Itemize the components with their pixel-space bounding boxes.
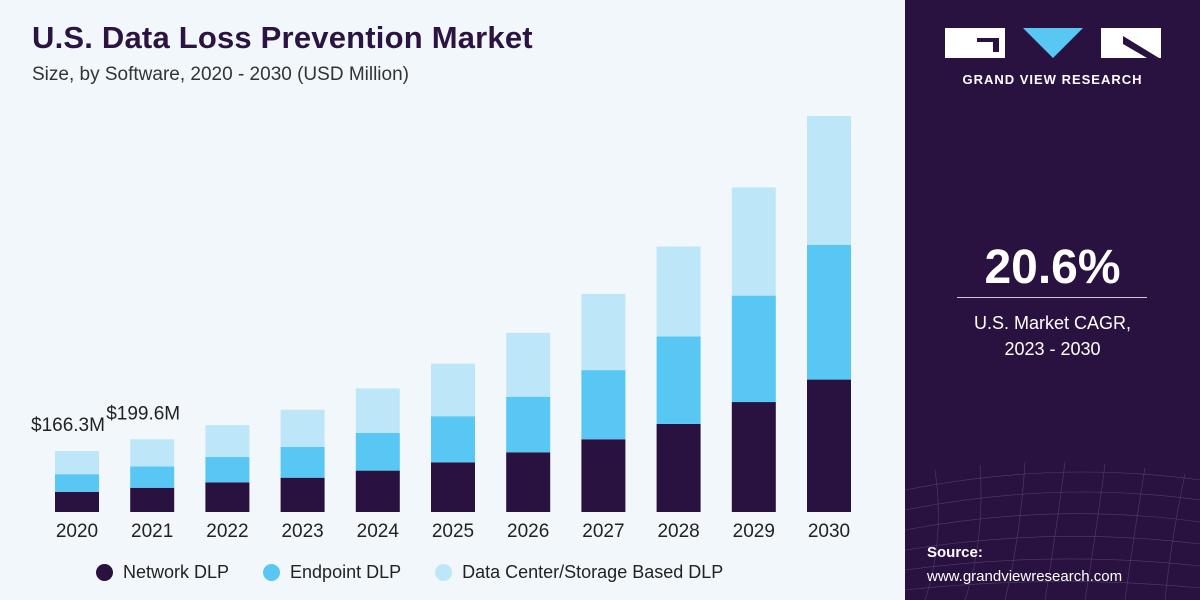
bar-segment-2028-endpoint: [656, 336, 701, 424]
cagr-label-line2: 2023 - 2030: [1004, 339, 1101, 359]
bar-segment-2030-network: [807, 379, 851, 512]
x-tick-label-2027: 2027: [582, 521, 624, 542]
bar-segment-2021-endpoint: [130, 466, 175, 488]
chart-panel: U.S. Data Loss Prevention Market Size, b…: [31, 20, 851, 583]
legend-swatch-network: [96, 564, 113, 581]
legend-item-datacenter: Data Center/Storage Based DLP: [435, 562, 723, 583]
source-link[interactable]: www.grandviewresearch.com: [927, 568, 1123, 585]
cagr-label: U.S. Market CAGR, 2023 - 2030: [905, 310, 1200, 362]
bar-segment-2022-datacenter: [205, 425, 250, 458]
bar-segment-2026-datacenter: [506, 332, 551, 397]
bar-segment-2027-network: [581, 439, 626, 512]
bar-segment-2025-datacenter: [431, 363, 475, 417]
bar-segment-2022-network: [205, 482, 250, 512]
bar-segment-2023-endpoint: [280, 446, 325, 478]
bar-segment-2027-datacenter: [581, 293, 626, 371]
bar-segment-2021-network: [130, 487, 175, 512]
bar-segment-2020-endpoint: [55, 474, 99, 492]
legend-label-datacenter: Data Center/Storage Based DLP: [462, 562, 724, 582]
bar-segment-2023-datacenter: [280, 409, 325, 447]
bar-segment-2024-network: [355, 470, 400, 512]
bar-segment-2023-network: [280, 477, 325, 512]
legend-item-network: Network DLP: [96, 562, 229, 583]
data-label-2021: $199.6M: [106, 403, 180, 424]
grand-view-research-logo: [945, 28, 1161, 58]
legend-swatch-endpoint: [263, 564, 281, 581]
bar-segment-2024-datacenter: [355, 388, 400, 433]
chart-subtitle: Size, by Software, 2020 - 2030 (USD Mill…: [32, 64, 409, 85]
bar-segment-2030-endpoint: [807, 244, 851, 380]
legend-item-endpoint: Endpoint DLP: [263, 562, 401, 583]
bar-segment-2025-network: [431, 462, 475, 512]
bar-segment-2020-datacenter: [55, 451, 99, 475]
legend-label-endpoint: Endpoint DLP: [290, 562, 402, 582]
x-tick-label-2030: 2030: [808, 521, 850, 542]
legend-swatch-datacenter: [435, 564, 453, 581]
bar-segment-2030-datacenter: [807, 115, 851, 245]
bar-segment-2022-endpoint: [205, 457, 250, 483]
grid-decoration: [905, 461, 1200, 600]
x-tick-label-2020: 2020: [56, 521, 98, 542]
cagr-value: 20.6%: [984, 241, 1121, 294]
bar-segment-2027-endpoint: [581, 370, 626, 440]
brand-name: GRAND VIEW RESEARCH: [962, 72, 1143, 87]
cagr-divider: [957, 297, 1147, 298]
chart-legend: Network DLP Endpoint DLP Data Center/Sto…: [96, 562, 757, 583]
source-label: Source:: [927, 544, 983, 561]
bar-segment-2025-endpoint: [431, 416, 475, 463]
x-tick-label-2025: 2025: [432, 521, 474, 542]
x-tick-label-2028: 2028: [657, 521, 699, 542]
bar-segment-2029-network: [731, 402, 776, 512]
chart-title: U.S. Data Loss Prevention Market: [32, 20, 533, 55]
legend-label-network: Network DLP: [123, 562, 230, 582]
bar-segment-2021-datacenter: [130, 439, 175, 467]
bar-segment-2020-network: [55, 491, 99, 512]
bar-segment-2029-datacenter: [731, 187, 776, 296]
x-tick-label-2023: 2023: [281, 521, 323, 542]
x-tick-label-2022: 2022: [206, 521, 248, 542]
bar-segment-2026-endpoint: [506, 396, 551, 453]
data-label-2020: $166.3M: [31, 415, 105, 436]
bar-segment-2028-datacenter: [656, 246, 701, 337]
stacked-bar-chart: 2020 2021 2022 2023 2024 2025 2026 2027 2028 2029…: [31, 115, 851, 542]
bar-segment-2028-network: [656, 423, 701, 512]
cagr-label-line1: U.S. Market CAGR,: [973, 313, 1132, 333]
bar-segment-2024-endpoint: [355, 432, 400, 471]
x-tick-label-2024: 2024: [357, 521, 400, 542]
x-tick-label-2029: 2029: [733, 521, 775, 542]
info-sidebar: GRAND VIEW RESEARCH 20.6% U.S. Market CA…: [905, 0, 1200, 600]
x-tick-label-2026: 2026: [507, 521, 549, 542]
bar-segment-2026-network: [506, 452, 551, 512]
bar-segment-2029-endpoint: [731, 295, 776, 403]
x-tick-label-2021: 2021: [131, 521, 173, 542]
